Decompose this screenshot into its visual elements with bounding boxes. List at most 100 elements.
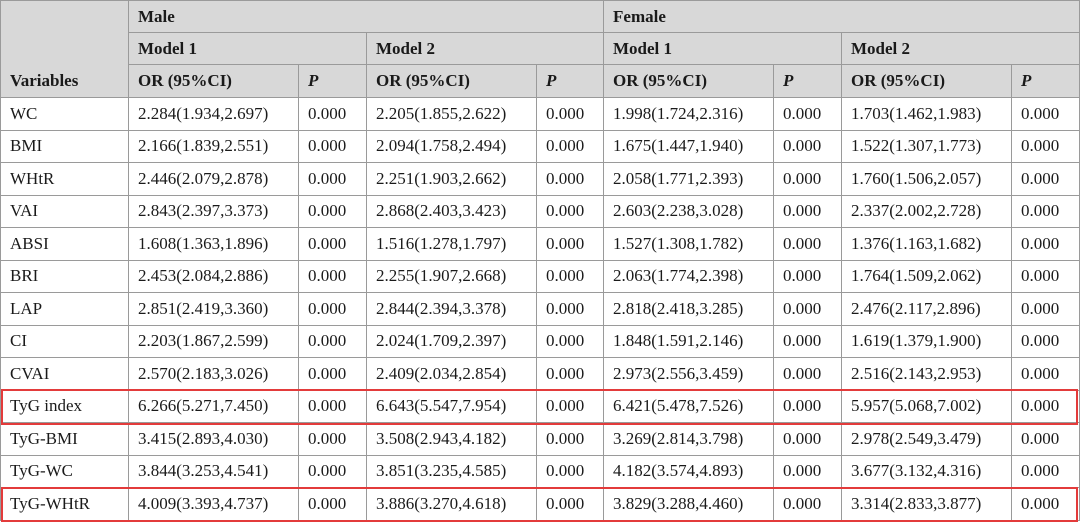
table-row: TyG-WHtR 4.009(3.393,4.737) 0.000 3.886(3.2… bbox=[0, 487, 1080, 521]
or-ci-cell: 2.251(1.903,2.662) bbox=[366, 162, 537, 196]
model-header: Model 2 bbox=[365, 32, 605, 65]
or-ci-cell: 2.409(2.034,2.854) bbox=[366, 357, 537, 391]
or-ci-header: OR (95%CI) bbox=[128, 64, 299, 98]
table-row: BRI 2.453(2.084,2.886) 0.000 2.255(1.907,2.… bbox=[0, 259, 1080, 293]
variable-cell: TyG index bbox=[0, 389, 129, 423]
table-row: WC 2.284(1.934,2.697) 0.000 2.205(1.855,2.6… bbox=[0, 97, 1080, 131]
or-ci-cell: 2.094(1.758,2.494) bbox=[366, 129, 537, 163]
table-row: WHtR 2.446(2.079,2.878) 0.000 2.251(1.903,2… bbox=[0, 162, 1080, 196]
p-value-cell: 0.000 bbox=[1011, 97, 1080, 131]
variable-cell: VAI bbox=[0, 194, 129, 228]
p-value-cell: 0.000 bbox=[773, 454, 843, 488]
p-value-cell: 0.000 bbox=[535, 194, 605, 228]
table-row: TyG-WC 3.844(3.253,4.541) 0.000 3.851(3.235… bbox=[0, 454, 1080, 488]
or-ci-cell: 3.314(2.833,3.877) bbox=[841, 487, 1013, 521]
p-value-cell: 0.000 bbox=[1011, 454, 1080, 488]
p-value-cell: 0.000 bbox=[298, 97, 367, 131]
or-ci-cell: 2.843(2.397,3.373) bbox=[128, 194, 299, 228]
or-ci-cell: 6.266(5.271,7.450) bbox=[128, 389, 299, 423]
group-header-female: Female bbox=[603, 0, 1080, 33]
p-value-cell: 0.000 bbox=[298, 357, 367, 391]
or-ci-cell: 2.973(2.556,3.459) bbox=[603, 357, 775, 391]
p-value-cell: 0.000 bbox=[535, 487, 605, 521]
or-ci-cell: 2.337(2.002,2.728) bbox=[841, 194, 1013, 228]
table-row: VAI 2.843(2.397,3.373) 0.000 2.868(2.403,3.… bbox=[0, 194, 1080, 228]
p-value-cell: 0.000 bbox=[773, 129, 843, 163]
p-value-cell: 0.000 bbox=[773, 194, 843, 228]
or-ci-cell: 1.376(1.163,1.682) bbox=[841, 227, 1013, 261]
model-header: Model 2 bbox=[841, 32, 1080, 65]
p-value-cell: 0.000 bbox=[773, 389, 843, 423]
or-ci-cell: 2.476(2.117,2.896) bbox=[841, 292, 1013, 326]
or-ci-header: OR (95%CI) bbox=[603, 64, 775, 98]
p-value-cell: 0.000 bbox=[1011, 389, 1080, 423]
or-ci-header: OR (95%CI) bbox=[841, 64, 1013, 98]
or-ci-cell: 2.058(1.771,2.393) bbox=[603, 162, 775, 196]
p-value-cell: 0.000 bbox=[535, 259, 605, 293]
or-ci-cell: 2.205(1.855,2.622) bbox=[366, 97, 537, 131]
p-value-cell: 0.000 bbox=[1011, 422, 1080, 456]
or-ci-cell: 2.570(2.183,3.026) bbox=[128, 357, 299, 391]
or-ci-cell: 6.643(5.547,7.954) bbox=[366, 389, 537, 423]
p-value-cell: 0.000 bbox=[773, 227, 843, 261]
p-value-cell: 0.000 bbox=[535, 357, 605, 391]
or-ci-cell: 1.522(1.307,1.773) bbox=[841, 129, 1013, 163]
p-value-cell: 0.000 bbox=[298, 227, 367, 261]
p-value-cell: 0.000 bbox=[298, 259, 367, 293]
variable-cell: CI bbox=[0, 324, 129, 358]
p-value-cell: 0.000 bbox=[298, 129, 367, 163]
or-ci-cell: 3.508(2.943,4.182) bbox=[366, 422, 537, 456]
p-value-cell: 0.000 bbox=[298, 487, 367, 521]
p-value-cell: 0.000 bbox=[773, 162, 843, 196]
group-header-male: Male bbox=[127, 0, 605, 33]
variables-header: Variables bbox=[0, 0, 129, 98]
p-value-cell: 0.000 bbox=[1011, 129, 1080, 163]
or-ci-cell: 2.284(1.934,2.697) bbox=[128, 97, 299, 131]
p-value-cell: 0.000 bbox=[535, 324, 605, 358]
p-value-cell: 0.000 bbox=[773, 487, 843, 521]
or-ci-cell: 1.608(1.363,1.896) bbox=[128, 227, 299, 261]
p-value-cell: 0.000 bbox=[535, 389, 605, 423]
or-ci-cell: 4.182(3.574,4.893) bbox=[603, 454, 775, 488]
or-ci-cell: 1.760(1.506,2.057) bbox=[841, 162, 1013, 196]
table-row: LAP 2.851(2.419,3.360) 0.000 2.844(2.394,3.… bbox=[0, 292, 1080, 326]
p-value-cell: 0.000 bbox=[773, 324, 843, 358]
table-row: BMI 2.166(1.839,2.551) 0.000 2.094(1.758,2.… bbox=[0, 129, 1080, 163]
or-ci-cell: 3.886(3.270,4.618) bbox=[366, 487, 537, 521]
or-ci-cell: 2.851(2.419,3.360) bbox=[128, 292, 299, 326]
p-value-cell: 0.000 bbox=[298, 292, 367, 326]
variable-cell: WC bbox=[0, 97, 129, 131]
or-ci-cell: 2.166(1.839,2.551) bbox=[128, 129, 299, 163]
p-value-cell: 0.000 bbox=[1011, 227, 1080, 261]
variable-cell: TyG-WC bbox=[0, 454, 129, 488]
p-value-cell: 0.000 bbox=[1011, 259, 1080, 293]
or-ci-cell: 1.998(1.724,2.316) bbox=[603, 97, 775, 131]
p-value-cell: 0.000 bbox=[1011, 162, 1080, 196]
p-value-cell: 0.000 bbox=[298, 162, 367, 196]
or-ci-cell: 3.269(2.814,3.798) bbox=[603, 422, 775, 456]
or-ci-cell: 2.063(1.774,2.398) bbox=[603, 259, 775, 293]
p-value-cell: 0.000 bbox=[1011, 292, 1080, 326]
or-ci-cell: 1.848(1.591,2.146) bbox=[603, 324, 775, 358]
p-value-cell: 0.000 bbox=[773, 259, 843, 293]
or-ci-cell: 1.516(1.278,1.797) bbox=[366, 227, 537, 261]
model-header: Model 1 bbox=[603, 32, 843, 65]
table-row: CI 2.203(1.867,2.599) 0.000 2.024(1.709,2.3… bbox=[0, 324, 1080, 358]
or-ci-cell: 2.203(1.867,2.599) bbox=[128, 324, 299, 358]
p-value-cell: 0.000 bbox=[535, 162, 605, 196]
p-value-cell: 0.000 bbox=[298, 422, 367, 456]
p-value-cell: 0.000 bbox=[535, 97, 605, 131]
or-ci-cell: 2.255(1.907,2.668) bbox=[366, 259, 537, 293]
or-ci-cell: 2.818(2.418,3.285) bbox=[603, 292, 775, 326]
variable-cell: TyG-WHtR bbox=[0, 487, 129, 521]
table-body: WC 2.284(1.934,2.697) 0.000 2.205(1.855,2.6… bbox=[0, 97, 1080, 521]
or-ci-cell: 5.957(5.068,7.002) bbox=[841, 389, 1013, 423]
or-ci-cell: 2.978(2.549,3.479) bbox=[841, 422, 1013, 456]
p-value-cell: 0.000 bbox=[298, 194, 367, 228]
variable-cell: BRI bbox=[0, 259, 129, 293]
p-value-header: P bbox=[535, 64, 605, 98]
or-ci-cell: 2.453(2.084,2.886) bbox=[128, 259, 299, 293]
p-value-cell: 0.000 bbox=[298, 454, 367, 488]
or-ci-cell: 2.024(1.709,2.397) bbox=[366, 324, 537, 358]
